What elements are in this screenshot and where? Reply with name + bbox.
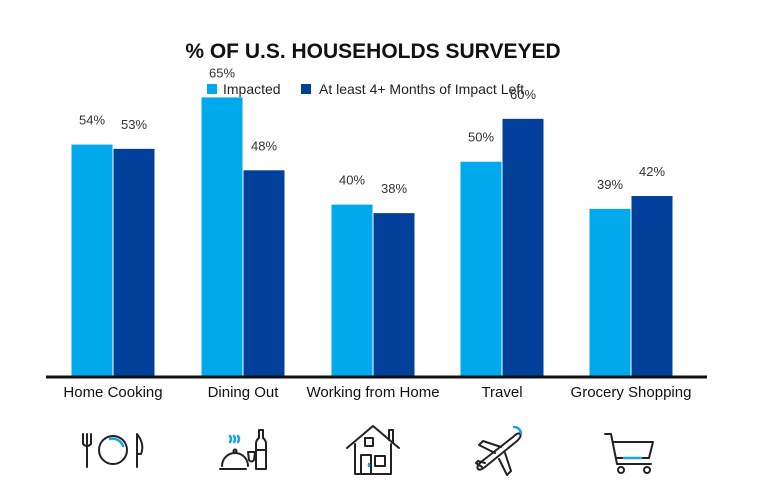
legend: Impacted At least 4+ Months of Impact Le… — [207, 81, 524, 97]
house-icon — [346, 425, 400, 475]
airplane-icon — [475, 425, 523, 476]
bar-months-left-1 — [243, 170, 285, 376]
x-tick-labels: Home Cooking Dining Out Working from Home T… — [63, 384, 691, 401]
bar-months-left-0 — [113, 148, 155, 376]
cloche-wine-icon — [219, 429, 267, 470]
x-tick-label-2: Working from Home — [306, 384, 439, 401]
value-label-impacted-1: 65% — [209, 65, 235, 80]
bar-impacted-1 — [201, 97, 243, 376]
x-tick-label-0: Home Cooking — [63, 384, 162, 401]
value-label-months-left-4: 42% — [639, 164, 665, 179]
shopping-cart-icon — [604, 433, 654, 474]
legend-label-months-left: At least 4+ Months of Impact Left — [319, 81, 524, 97]
value-label-months-left-3: 60% — [510, 87, 536, 102]
value-label-impacted-3: 50% — [468, 130, 494, 145]
bar-impacted-4 — [589, 208, 631, 376]
legend-swatch-impacted — [207, 84, 217, 94]
legend-swatch-months-left — [301, 84, 311, 94]
chart-title: % OF U.S. HOUSEHOLDS SURVEYED — [185, 40, 560, 63]
bar-impacted-3 — [460, 161, 502, 376]
x-tick-label-3: Travel — [481, 384, 522, 401]
bar-months-left-2 — [373, 213, 415, 376]
value-label-months-left-1: 48% — [251, 138, 277, 153]
value-label-impacted-2: 40% — [339, 173, 365, 188]
utensils-plate-icon — [82, 433, 144, 468]
value-labels: 54% 53% 65% 48% 40% 38% 50% 60% 39% 42% — [79, 65, 665, 196]
bar-months-left-3 — [502, 118, 544, 376]
value-label-impacted-0: 54% — [79, 113, 105, 128]
x-tick-label-4: Grocery Shopping — [571, 384, 692, 401]
value-label-months-left-2: 38% — [381, 181, 407, 196]
value-label-months-left-0: 53% — [121, 117, 147, 132]
x-tick-label-1: Dining Out — [208, 384, 280, 401]
bar-impacted-0 — [71, 144, 113, 376]
bars — [71, 97, 673, 376]
legend-label-impacted: Impacted — [223, 81, 281, 97]
value-label-impacted-4: 39% — [597, 177, 623, 192]
bar-months-left-4 — [631, 196, 673, 376]
bar-impacted-2 — [331, 204, 373, 376]
